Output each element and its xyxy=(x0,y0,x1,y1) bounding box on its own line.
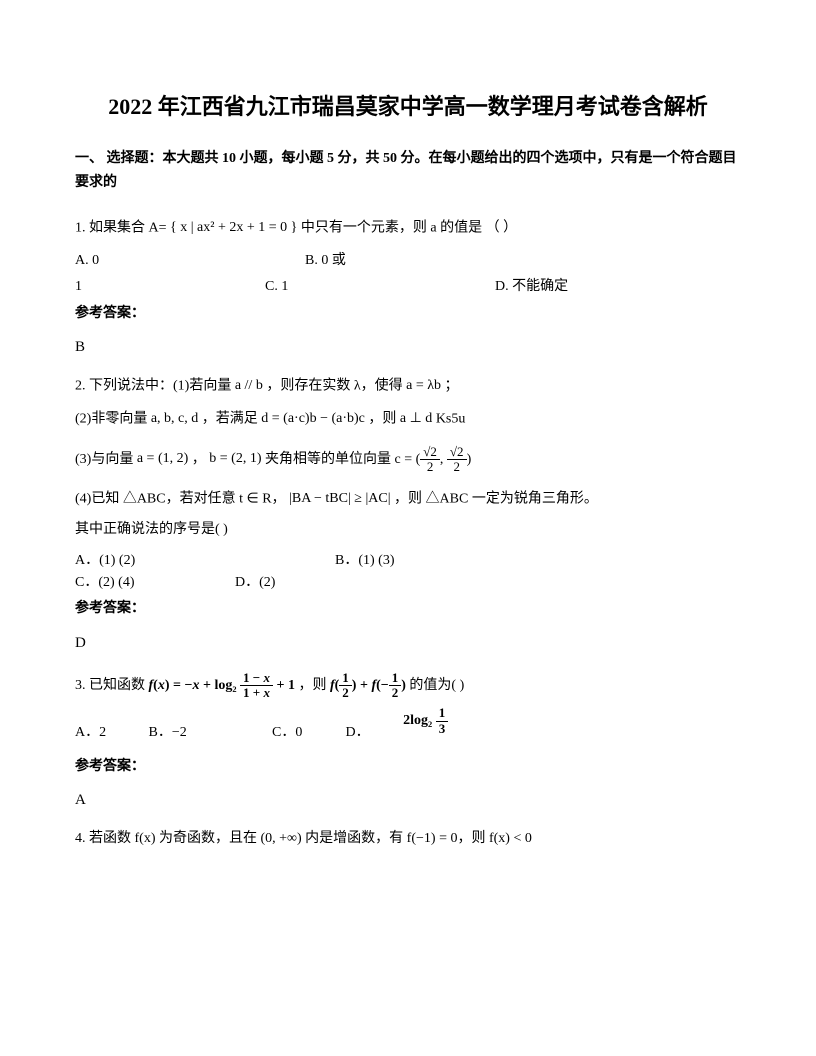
q1-prefix: 1. 如果集合 A= xyxy=(75,220,167,235)
q2-comma: ， xyxy=(192,452,206,467)
q2-answer: D xyxy=(75,631,741,655)
q2-option-a: A．(1) (2) xyxy=(75,550,285,572)
q2-line2: (2)非零向量 a, b, c, d ，若满足 d = (a·c)b − (a·… xyxy=(75,408,741,431)
q2-line1-mid: ，则存在实数 λ，使得 xyxy=(266,379,406,394)
q3-option-d-expr: 2log₂ 13 xyxy=(403,706,448,736)
q3-option-d-prefix: D． xyxy=(346,725,370,740)
q2-parallel: a // b xyxy=(235,375,263,397)
q2-option-c: C．(2) (4) xyxy=(75,572,185,594)
q2-vec-a: a = (1, 2) xyxy=(137,448,188,470)
question-1: 1. 如果集合 A= { x | ax² + 2x + 1 = 0 } 中只有一… xyxy=(75,213,741,244)
q2-vecs: a, b, c, d xyxy=(151,408,198,430)
q2-line1-prefix: 2. 下列说法中：(1)若向量 xyxy=(75,379,235,394)
q1-suffix: 中只有一个元素，则 a 的值是 （ ） xyxy=(301,220,517,235)
q2-line2-mid: ，若满足 xyxy=(202,411,262,426)
q3-answer: A xyxy=(75,788,741,812)
q1-options-row2: 1 C. 1 D. 不能确定 xyxy=(75,276,741,298)
q3-option-b: B．−2 xyxy=(149,722,269,744)
q2-perp: a ⊥ d xyxy=(400,408,432,430)
q2-vec-b: b = (2, 1) xyxy=(209,448,261,470)
q2-eq2: d = (a·c)b − (a·b)c xyxy=(261,408,365,430)
q2-vec-c: c = (√22, √22) xyxy=(395,445,472,475)
q3-expr: f(12) + f(−12) xyxy=(330,671,406,701)
q2-line5: 其中正确说法的序号是( ) xyxy=(75,519,741,541)
section-header: 一、 选择题：本大题共 10 小题，每小题 5 分，共 50 分。在每小题给出的… xyxy=(75,147,741,195)
q1-option-d: D. 不能确定 xyxy=(495,276,568,298)
q2-line4-suffix: ，则 △ABC 一定为锐角三角形。 xyxy=(394,492,598,507)
q2-ineq: |BA − tBC| ≥ |AC| xyxy=(289,488,390,510)
q4-line1: 4. 若函数 f(x) 为奇函数，且在 (0, +∞) 内是增函数，有 f(−1… xyxy=(75,828,741,850)
q2-line1-suffix: ； xyxy=(445,379,459,394)
q3-mid: ，则 xyxy=(298,678,330,693)
q2-answer-label: 参考答案： xyxy=(75,598,741,620)
q2-eq1: a = λb xyxy=(406,375,441,397)
q3-option-c: C．0 xyxy=(272,722,342,744)
q1-row2-left: 1 xyxy=(75,276,265,298)
q2-line2-suffix: Ks5u xyxy=(436,411,466,426)
q1-answer: B xyxy=(75,335,741,359)
q3-option-a: A．2 xyxy=(75,722,145,744)
q2-options: A．(1) (2) B．(1) (3) C．(2) (4) D．(2) xyxy=(75,550,741,595)
q3-options: A．2 B．−2 C．0 D． 2log₂ 13 xyxy=(75,718,741,748)
exam-title: 2022 年江西省九江市瑞昌莫家中学高一数学理月考试卷含解析 xyxy=(75,90,741,123)
q2-line3-prefix: (3)与向量 xyxy=(75,452,137,467)
q1-options-row1: A. 0 B. 0 或 xyxy=(75,250,741,272)
q3-line1: 3. 已知函数 f(x) = −x + log₂ 1 − x1 + x + 1 … xyxy=(75,671,741,701)
q1-option-c: C. 1 xyxy=(265,276,495,298)
q2-line3: (3)与向量 a = (1, 2) ， b = (2, 1) 夹角相等的单位向量… xyxy=(75,445,741,475)
q2-line2-perp-text: ，则 xyxy=(368,411,400,426)
q1-option-a: A. 0 xyxy=(75,250,305,272)
q3-answer-label: 参考答案： xyxy=(75,756,741,778)
q2-line4: (4)已知 △ABC，若对任意 t ∈ R， |BA − tBC| ≥ |AC|… xyxy=(75,488,741,511)
q3-func: f(x) = −x + log₂ 1 − x1 + x + 1 xyxy=(149,671,295,701)
q2-line3-mid: 夹角相等的单位向量 xyxy=(265,452,395,467)
q1-option-b: B. 0 或 xyxy=(305,250,346,272)
q2-line1: 2. 下列说法中：(1)若向量 a // b ，则存在实数 λ，使得 a = λ… xyxy=(75,375,741,398)
q2-line2-prefix: (2)非零向量 xyxy=(75,411,151,426)
q2-line4-prefix: (4)已知 △ABC，若对任意 t ∈ R， xyxy=(75,492,286,507)
q4-prefix: 4. 若函数 f(x) 为奇函数，且在 (0, +∞) 内是增函数，有 f(−1… xyxy=(75,831,532,846)
q3-prefix: 3. 已知函数 xyxy=(75,678,149,693)
q1-answer-label: 参考答案： xyxy=(75,303,741,325)
q2-option-d: D．(2) xyxy=(235,572,275,594)
q2-option-b: B．(1) (3) xyxy=(335,550,545,572)
q1-set-expression: { x | ax² + 2x + 1 = 0 } xyxy=(170,213,297,244)
q3-suffix: 的值为( ) xyxy=(409,678,464,693)
